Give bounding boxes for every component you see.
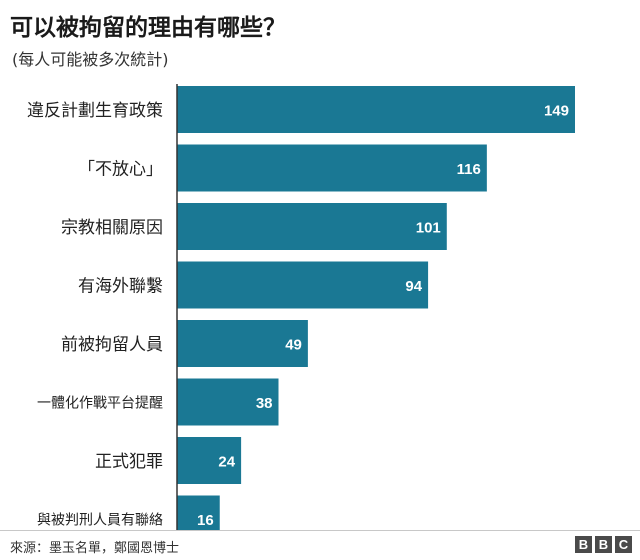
bar-value-label: 149 bbox=[544, 103, 569, 120]
logo-letter: B bbox=[595, 536, 612, 553]
bar bbox=[177, 144, 487, 192]
category-label: 違反計劃生育政策 bbox=[27, 101, 163, 121]
bar bbox=[177, 378, 279, 426]
category-label: 正式犯罪 bbox=[95, 452, 163, 472]
bar-value-label: 24 bbox=[218, 454, 235, 471]
bar bbox=[177, 320, 308, 367]
category-label: 「不放心」 bbox=[78, 159, 163, 179]
chart-title: 可以被拘留的理由有哪些？ bbox=[10, 15, 286, 41]
logo-letter: B bbox=[575, 536, 592, 553]
bar-chart: 149 違反計劃生育政策 116 「不放心」 101 宗教相關原因 94 有海外聯繫 49 前被拘… bbox=[27, 84, 575, 530]
bbc-logo: B B C bbox=[575, 536, 632, 553]
bar-value-label: 38 bbox=[256, 395, 273, 412]
bar bbox=[177, 203, 447, 250]
footer-divider bbox=[0, 530, 640, 531]
bar-value-label: 94 bbox=[405, 278, 422, 295]
category-label: 宗教相關原因 bbox=[61, 218, 163, 238]
bar-value-label: 16 bbox=[197, 512, 214, 529]
bar-value-label: 116 bbox=[457, 161, 481, 178]
chart-subtitle: (每人可能被多次統計) bbox=[12, 50, 169, 69]
category-label: 有海外聯繫 bbox=[78, 276, 163, 296]
category-label: 一體化作戰平台提醒 bbox=[37, 395, 163, 411]
category-label: 前被拘留人員 bbox=[61, 335, 163, 355]
bar bbox=[177, 495, 220, 530]
bar-value-label: 101 bbox=[416, 220, 441, 237]
logo-letter: C bbox=[615, 536, 632, 553]
bar bbox=[177, 261, 429, 309]
bar-value-label: 49 bbox=[285, 337, 302, 354]
source-note: 來源：墨玉名單，鄭國恩博士 bbox=[10, 541, 180, 556]
bar bbox=[177, 86, 575, 133]
category-label: 與被判刑人員有聯絡 bbox=[37, 512, 163, 528]
bar bbox=[177, 437, 242, 484]
